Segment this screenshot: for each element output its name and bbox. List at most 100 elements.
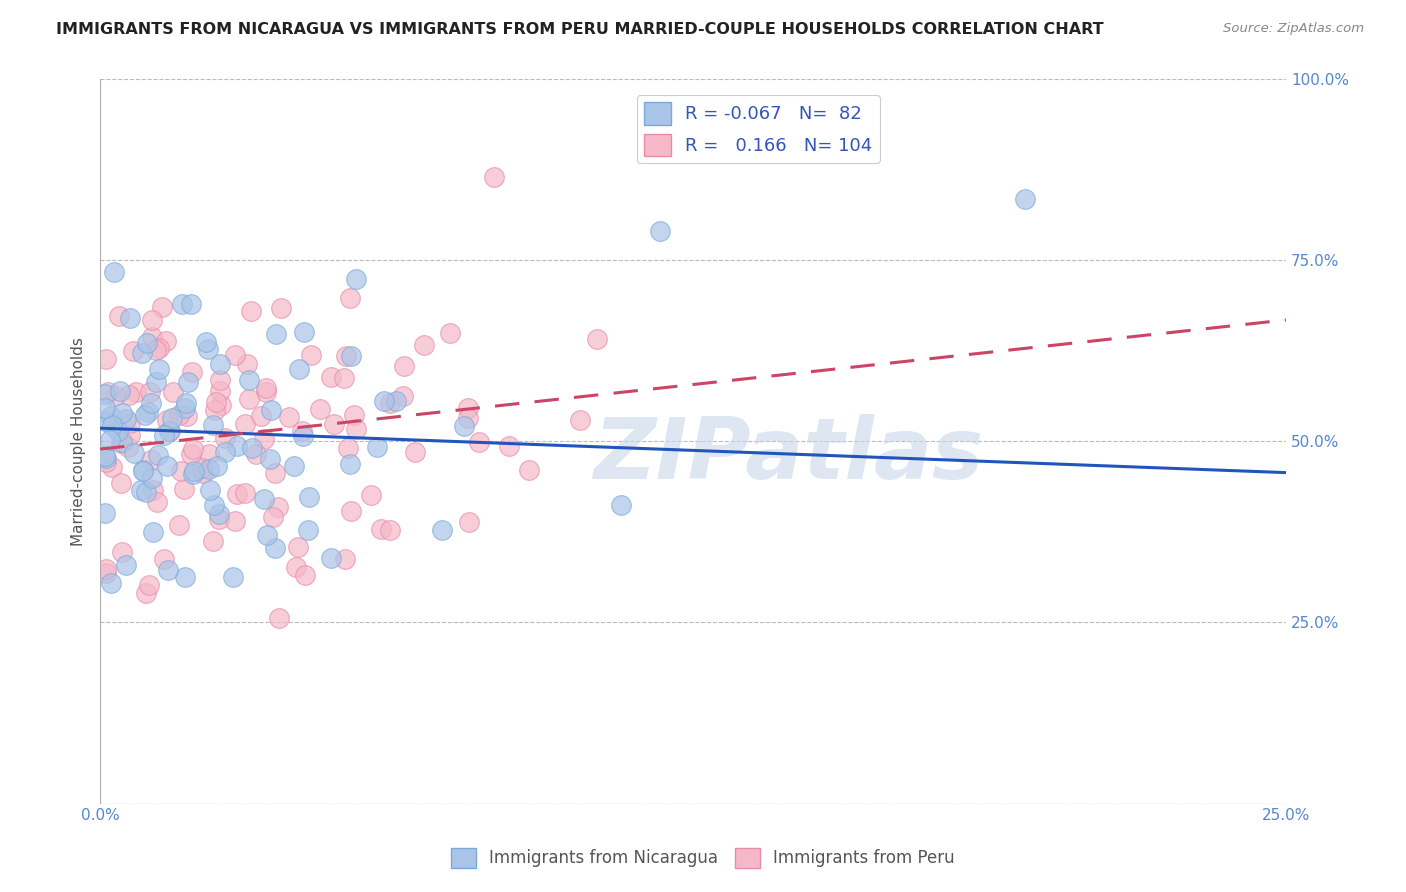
Point xyxy=(263,466,285,480)
Point xyxy=(198,461,221,475)
Point xyxy=(138,384,160,399)
Point xyxy=(284,559,307,574)
Text: Source: ZipAtlas.com: Source: ZipAtlas.com xyxy=(1223,22,1364,36)
Point xyxy=(254,381,277,395)
Point xyxy=(146,495,169,509)
Point xyxy=(201,417,224,432)
Point xyxy=(170,296,193,310)
Point xyxy=(569,413,592,427)
Point xyxy=(262,509,284,524)
Point xyxy=(174,570,197,584)
Point xyxy=(94,401,117,415)
Point xyxy=(141,330,163,344)
Point xyxy=(135,336,157,351)
Point xyxy=(267,500,290,514)
Point xyxy=(162,385,184,400)
Point xyxy=(297,523,319,537)
Point xyxy=(117,440,139,454)
Point xyxy=(205,458,228,473)
Point xyxy=(498,439,520,453)
Point xyxy=(208,507,231,521)
Point xyxy=(121,343,143,358)
Point xyxy=(157,425,180,439)
Legend: R = -0.067   N=  82, R =   0.166   N= 104: R = -0.067 N= 82, R = 0.166 N= 104 xyxy=(637,95,880,162)
Point xyxy=(610,498,633,512)
Point xyxy=(124,446,146,460)
Point xyxy=(224,348,246,362)
Point xyxy=(294,567,316,582)
Point xyxy=(125,385,148,400)
Point xyxy=(517,463,540,477)
Point xyxy=(108,384,131,398)
Point xyxy=(139,452,162,467)
Point xyxy=(136,405,159,419)
Point xyxy=(94,507,117,521)
Point xyxy=(150,300,173,314)
Point xyxy=(253,433,276,447)
Point xyxy=(385,394,408,409)
Point xyxy=(156,458,179,473)
Point xyxy=(209,373,232,387)
Point xyxy=(392,389,415,403)
Point xyxy=(287,362,309,376)
Point xyxy=(380,396,402,410)
Point xyxy=(181,467,204,481)
Point xyxy=(110,436,132,450)
Point xyxy=(253,491,276,506)
Point xyxy=(292,429,315,443)
Point xyxy=(200,483,222,497)
Point xyxy=(97,384,120,399)
Point xyxy=(156,412,179,426)
Point xyxy=(153,428,176,442)
Point xyxy=(457,515,479,529)
Point xyxy=(176,409,198,423)
Point xyxy=(120,428,142,442)
Point xyxy=(145,343,167,357)
Point xyxy=(254,384,277,399)
Legend: Immigrants from Nicaragua, Immigrants from Peru: Immigrants from Nicaragua, Immigrants fr… xyxy=(444,841,962,875)
Point xyxy=(412,338,434,352)
Point xyxy=(238,392,260,407)
Point xyxy=(141,524,163,539)
Point xyxy=(100,576,122,591)
Point xyxy=(134,586,156,600)
Point xyxy=(457,410,479,425)
Point xyxy=(292,325,315,339)
Point xyxy=(333,371,356,385)
Text: IMMIGRANTS FROM NICARAGUA VS IMMIGRANTS FROM PERU MARRIED-COUPLE HOUSEHOLDS CORR: IMMIGRANTS FROM NICARAGUA VS IMMIGRANTS … xyxy=(56,22,1104,37)
Point xyxy=(107,424,129,438)
Point xyxy=(194,334,217,349)
Point xyxy=(138,577,160,591)
Point xyxy=(96,562,118,576)
Point xyxy=(1014,192,1036,206)
Point xyxy=(115,411,138,425)
Point xyxy=(224,514,246,528)
Point xyxy=(245,447,267,461)
Point xyxy=(198,447,221,461)
Point xyxy=(404,445,426,459)
Point xyxy=(238,373,260,387)
Point xyxy=(266,326,288,341)
Point xyxy=(134,409,156,423)
Point xyxy=(240,441,263,455)
Point xyxy=(120,416,142,430)
Point xyxy=(132,464,155,478)
Point xyxy=(236,357,259,371)
Point xyxy=(339,291,361,305)
Point xyxy=(335,349,357,363)
Point xyxy=(270,301,292,315)
Point xyxy=(201,533,224,548)
Point xyxy=(233,485,256,500)
Point xyxy=(343,408,366,422)
Point xyxy=(240,304,263,318)
Point xyxy=(110,406,132,420)
Point xyxy=(323,417,346,432)
Point xyxy=(226,487,249,501)
Point xyxy=(260,403,283,417)
Point xyxy=(156,563,179,577)
Point xyxy=(340,349,363,363)
Point xyxy=(208,384,231,399)
Point xyxy=(146,448,169,462)
Point xyxy=(309,402,332,417)
Point xyxy=(191,460,214,475)
